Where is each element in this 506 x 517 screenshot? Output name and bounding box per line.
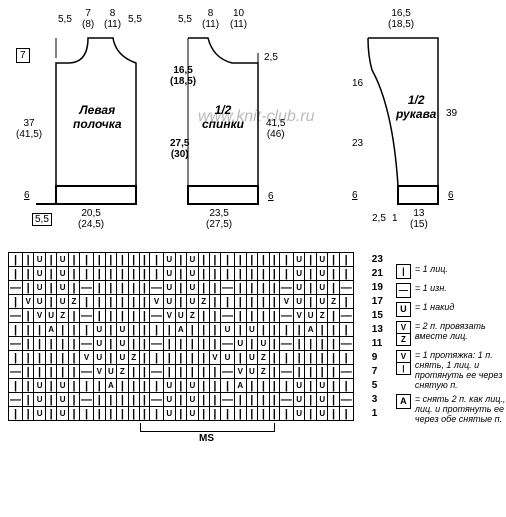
ms-label: MS xyxy=(140,433,273,444)
dim: 16,5 (18,5) xyxy=(170,65,196,87)
dim: 2,5 xyxy=(372,213,386,224)
dim: 5,5 xyxy=(128,14,142,25)
dim: 6 xyxy=(352,190,358,201)
dim: 5,5 xyxy=(58,14,72,25)
dim: 6 xyxy=(24,190,30,201)
dim: 23,5 (27,5) xyxy=(206,208,232,230)
dim: 10 (11) xyxy=(230,8,247,30)
piece-label: Левая полочка xyxy=(73,103,122,131)
legend: |= 1 лиц. —= 1 изн. U= 1 накид VZ= 2 п. … xyxy=(396,264,506,428)
piece-label: 1/2 рукава xyxy=(396,93,436,121)
sym-k2tog: VZ xyxy=(396,321,411,346)
sym-knit: | xyxy=(396,264,411,279)
dim: 23 xyxy=(352,138,363,149)
sym-yo: U xyxy=(396,302,411,317)
piece-left-front: 5,5 7 (8) 8 (11) 5,5 7 37 (41,5) 6 5,5 2… xyxy=(8,8,158,228)
sym-cdd: A xyxy=(396,394,411,409)
dim: 39 xyxy=(446,108,457,119)
dim: 1 xyxy=(392,213,398,224)
row-numbers: 2321191715131197531 xyxy=(368,252,384,420)
dim: 8 (11) xyxy=(104,8,121,30)
dim: 8 (11) xyxy=(202,8,219,30)
dim: 6 xyxy=(268,191,274,202)
dim: 7 (8) xyxy=(82,8,94,30)
dim: 5,5 xyxy=(178,14,192,25)
piece-label: 1/2 спинки xyxy=(202,103,244,131)
piece-back: 5,5 8 (11) 10 (11) 2,5 16,5 (18,5) 27,5 … xyxy=(178,8,308,228)
dim: 27,5 (30) xyxy=(170,138,189,160)
dim: 16 xyxy=(352,78,363,89)
dim: 6 xyxy=(448,190,454,201)
dim: 7 xyxy=(16,48,30,63)
dim: 41,5 (46) xyxy=(266,118,285,140)
ms-bracket xyxy=(140,423,275,432)
dim: 16,5 (18,5) xyxy=(388,8,414,30)
dim: 13 (15) xyxy=(410,208,428,230)
dim: 20,5 (24,5) xyxy=(78,208,104,230)
dim: 5,5 xyxy=(32,213,52,226)
sym-ssk: V| xyxy=(396,350,411,375)
stitch-chart: ||U|U||||||||U|U||||||||U|U||||U|U||||||… xyxy=(8,252,354,421)
piece-sleeve: 16,5 (18,5) 16 23 39 6 6 2,5 1 13 (15) 1… xyxy=(328,8,468,228)
dim: 37 (41,5) xyxy=(16,118,42,140)
dim: 2,5 xyxy=(264,52,278,63)
sym-purl: — xyxy=(396,283,411,298)
